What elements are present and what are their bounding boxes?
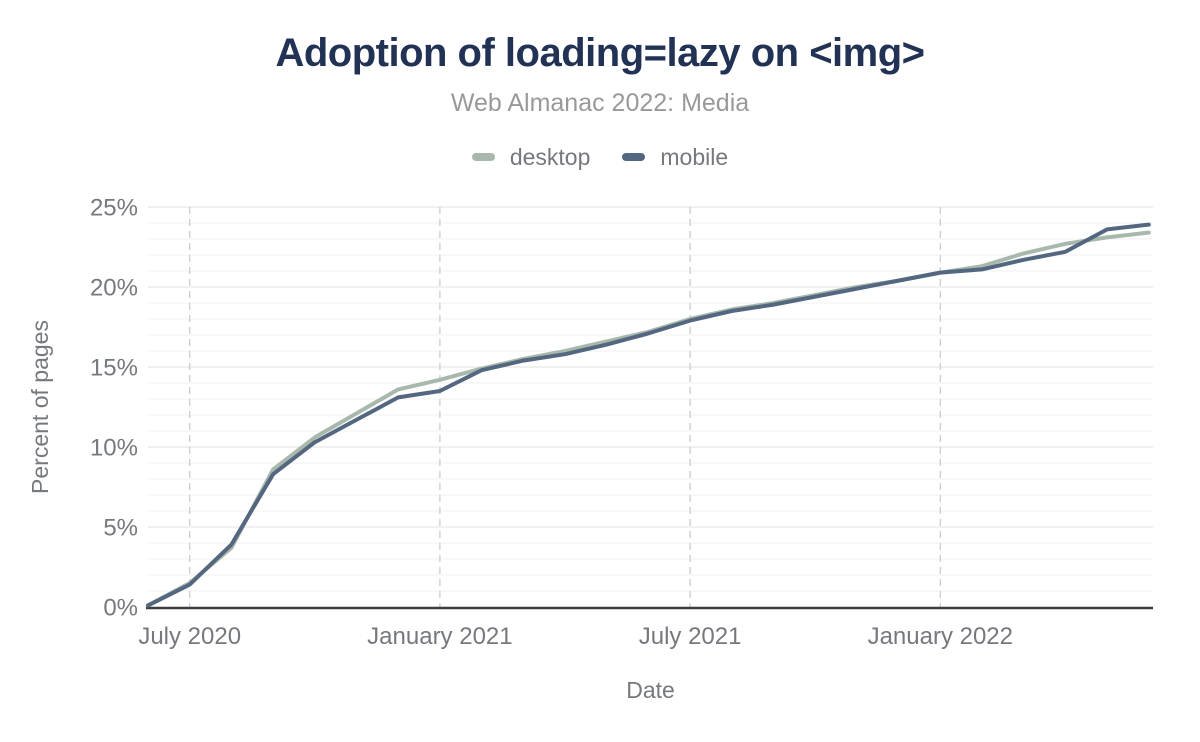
- y-tick-label: 25%: [90, 195, 138, 222]
- x-tick-label: July 2021: [639, 623, 742, 650]
- chart-legend: desktop mobile: [0, 142, 1200, 172]
- series-line-desktop: [146, 230, 1151, 608]
- y-tick-label: 0%: [103, 595, 138, 622]
- chart-title: Adoption of loading=lazy on <img>: [275, 31, 925, 75]
- y-tick-label: 15%: [90, 355, 138, 382]
- x-tick-label: July 2020: [138, 623, 241, 650]
- y-tick-label: 10%: [90, 435, 138, 462]
- x-tick-label: January 2022: [868, 623, 1013, 650]
- x-tick-label: January 2021: [367, 623, 512, 650]
- y-tick-label: 20%: [90, 275, 138, 302]
- legend-item-desktop: desktop: [471, 143, 591, 171]
- legend-label-mobile: mobile: [660, 143, 729, 170]
- x-axis-title: Date: [626, 677, 675, 703]
- legend-swatch-desktop: [471, 153, 495, 161]
- series-line-mobile: [146, 222, 1151, 608]
- y-axis-title: Percent of pages: [27, 320, 53, 494]
- y-tick-label: 5%: [103, 515, 138, 542]
- legend-label-desktop: desktop: [509, 143, 591, 170]
- legend-item-mobile: mobile: [622, 144, 728, 171]
- legend-swatch-mobile: [622, 153, 646, 161]
- chart-subtitle: Web Almanac 2022: Media: [450, 89, 750, 117]
